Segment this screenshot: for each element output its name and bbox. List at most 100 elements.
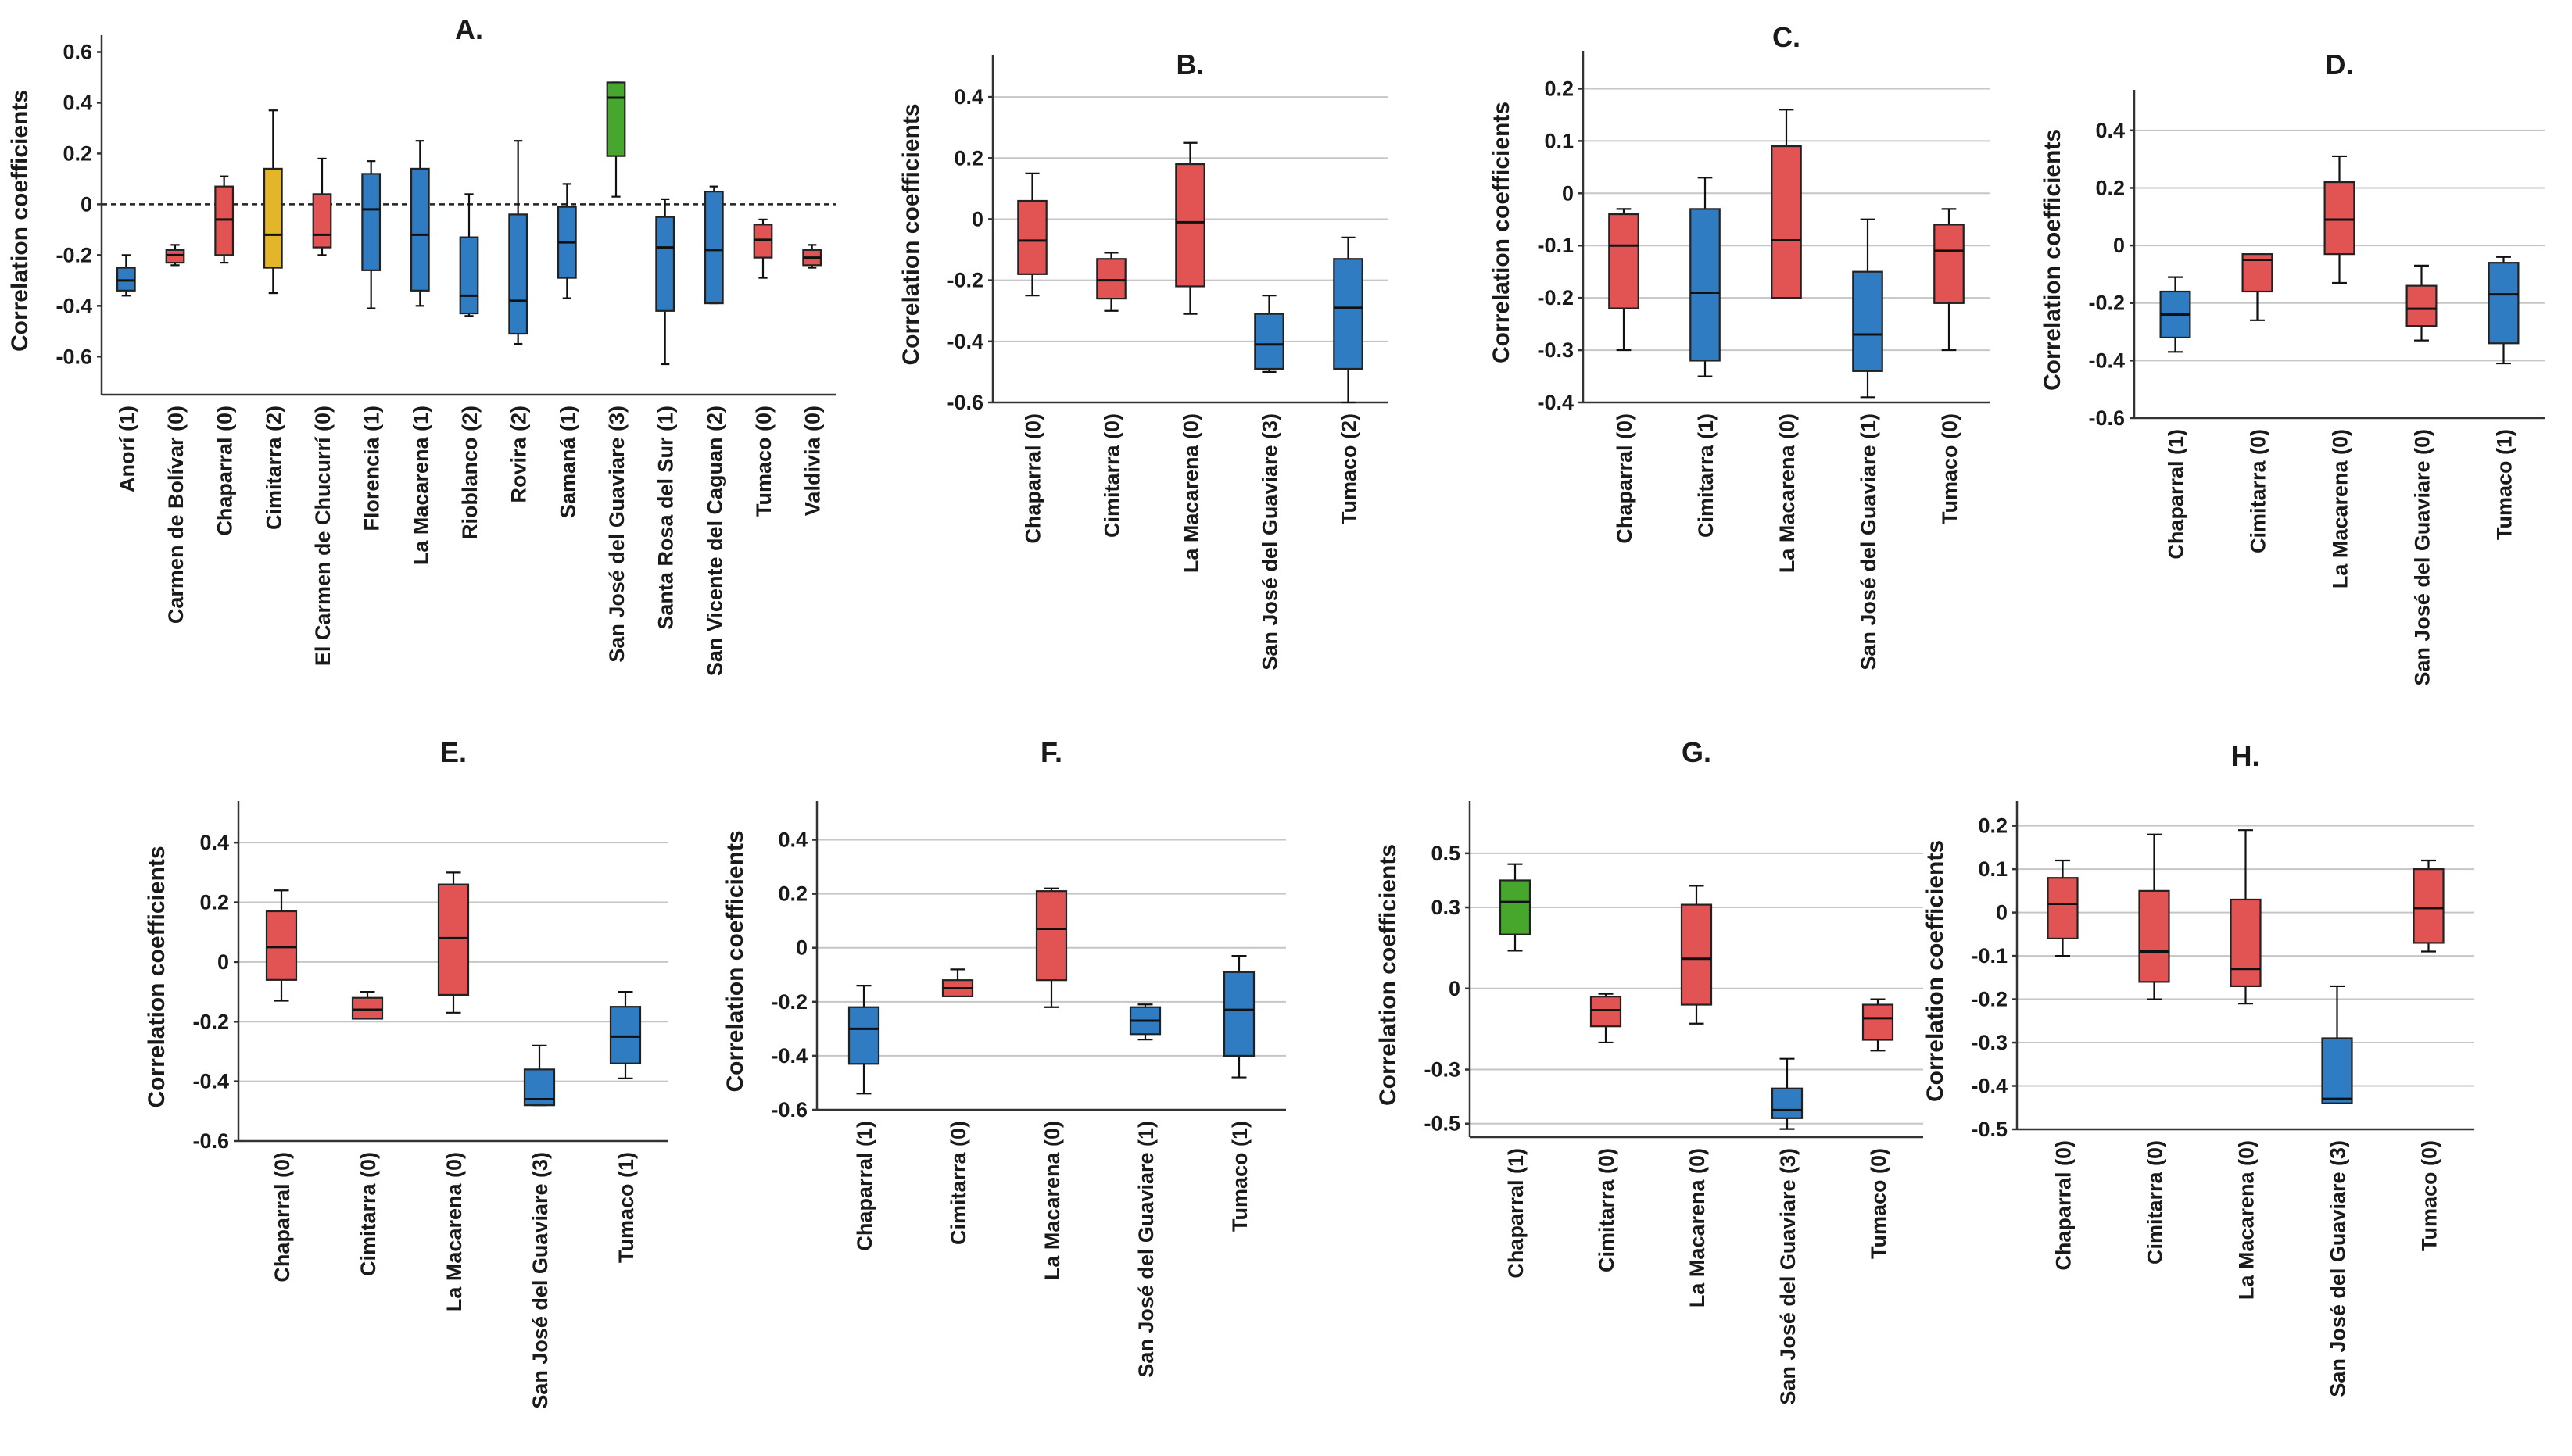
y-tick-label: -0.4 bbox=[947, 330, 983, 353]
iqr-box bbox=[1771, 145, 1802, 299]
y-tick-label: -0.2 bbox=[2088, 292, 2125, 315]
x-tick-label: La Macarena (0) bbox=[2235, 1140, 2259, 1300]
box-4 bbox=[1129, 1003, 1162, 1041]
box-7 bbox=[410, 140, 430, 307]
x-tick-label: San José del Guaviare (1) bbox=[1134, 1121, 1158, 1378]
box-2 bbox=[351, 990, 384, 1020]
x-tick-label: Cimitarra (0) bbox=[2247, 429, 2270, 553]
x-tick-label: Tumaco (1) bbox=[1228, 1121, 1252, 1232]
y-tick-label: -0.1 bbox=[1971, 944, 2008, 968]
panel-h: H. Correlation coefficients 0.2 0.1 0 -0.1 -0.… bbox=[1922, 740, 2474, 1397]
box-10 bbox=[557, 183, 577, 299]
y-tick-label: -0.4 bbox=[771, 1044, 808, 1068]
y-tick-label: -0.6 bbox=[192, 1129, 229, 1153]
box-6 bbox=[361, 160, 382, 309]
y-tick-label: 0 bbox=[796, 936, 808, 960]
x-tick-label: Santa Rosa del Sur (1) bbox=[654, 406, 678, 630]
x-tick-label: Tumaco (1) bbox=[2493, 429, 2516, 540]
y-tick-label: 0.4 bbox=[778, 828, 808, 852]
x-tick-label: Chaparral (1) bbox=[1504, 1148, 1528, 1279]
x-tick-label: Samaná (1) bbox=[556, 406, 579, 518]
box-2 bbox=[2241, 253, 2273, 321]
iqr-box bbox=[1333, 258, 1363, 370]
box-4 bbox=[1254, 295, 1284, 374]
x-tick-label: San José del Guaviare (3) bbox=[1776, 1148, 1800, 1405]
box-5 bbox=[1333, 236, 1363, 404]
box-4 bbox=[1852, 218, 1883, 399]
box-1 bbox=[2047, 859, 2079, 957]
x-tick-label: Tumaco (0) bbox=[752, 406, 776, 517]
box-3 bbox=[1771, 109, 1802, 299]
iqr-box bbox=[508, 213, 528, 335]
box-4 bbox=[1771, 1057, 1804, 1130]
x-tick-label: Valdivia (0) bbox=[801, 406, 825, 516]
box-1 bbox=[265, 889, 298, 1002]
y-tick-label: 0 bbox=[1449, 977, 1460, 1000]
iqr-box bbox=[1499, 879, 1531, 935]
y-tick-label: 0 bbox=[1996, 901, 2008, 925]
box-14 bbox=[753, 218, 773, 279]
panel-title: C. bbox=[1772, 21, 1800, 53]
y-tick-label: -0.2 bbox=[771, 990, 808, 1014]
y-tick-label: 0.4 bbox=[63, 91, 92, 114]
x-tick-label: San José del Guaviare (0) bbox=[2411, 429, 2434, 686]
x-tick-label: Cimitarra (0) bbox=[356, 1152, 380, 1276]
iqr-box bbox=[606, 81, 626, 157]
x-tick-label: Chaparral (0) bbox=[270, 1152, 294, 1282]
iqr-box bbox=[1589, 996, 1622, 1028]
x-tick-label: San José del Guaviare (3) bbox=[1259, 413, 1282, 671]
y-axis-label: Correlation coefficients bbox=[722, 830, 748, 1092]
box-2 bbox=[1096, 252, 1127, 312]
x-tick-label: Tumaco (2) bbox=[1338, 413, 1361, 524]
x-tick-label: Cimitarra (2) bbox=[262, 406, 285, 530]
iqr-box bbox=[2047, 877, 2079, 939]
iqr-box bbox=[1680, 903, 1713, 1006]
iqr-box bbox=[609, 1006, 642, 1064]
y-tick-label: 0 bbox=[1562, 181, 1574, 205]
y-tick-label: 0 bbox=[2113, 234, 2125, 257]
iqr-box bbox=[2230, 898, 2262, 988]
iqr-box bbox=[265, 910, 298, 981]
x-tick-label: La Macarena (0) bbox=[442, 1152, 466, 1311]
x-tick-label: Chaparral (0) bbox=[1022, 413, 1045, 544]
iqr-box bbox=[2488, 262, 2520, 345]
iqr-box bbox=[1175, 163, 1205, 288]
y-tick-label: 0 bbox=[972, 207, 983, 231]
panel-c: C. Correlation coefficients 0.2 0.1 0 -0.1 -0.… bbox=[1488, 21, 1990, 671]
box-3 bbox=[214, 175, 235, 264]
y-tick-label: 0.4 bbox=[2095, 119, 2125, 142]
box-3 bbox=[1035, 887, 1068, 1008]
panel-title: F. bbox=[1041, 736, 1062, 768]
x-tick-label: San José del Guaviare (3) bbox=[528, 1152, 552, 1409]
box-1 bbox=[1017, 172, 1048, 297]
y-tick-label: 0.6 bbox=[63, 40, 92, 63]
iqr-box bbox=[2138, 889, 2170, 983]
box-5 bbox=[1933, 208, 1965, 352]
y-tick-label: 0.2 bbox=[63, 141, 92, 165]
x-tick-label: La Macarena (0) bbox=[1041, 1121, 1064, 1280]
y-axis-label: Correlation coefficients bbox=[1922, 840, 1948, 1102]
x-tick-label: Tumaco (1) bbox=[614, 1152, 638, 1263]
y-tick-label: 0.2 bbox=[199, 891, 229, 914]
x-tick-label: La Macarena (0) bbox=[1775, 413, 1799, 573]
x-tick-label: El Carmen de Chucurrí (0) bbox=[311, 406, 335, 666]
box-1 bbox=[116, 254, 136, 297]
box-3 bbox=[2323, 155, 2355, 284]
iqr-box bbox=[214, 185, 235, 256]
y-tick-label: 0.1 bbox=[1544, 129, 1574, 152]
y-tick-label: -0.3 bbox=[1537, 338, 1574, 362]
iqr-box bbox=[2321, 1037, 2353, 1104]
box-4 bbox=[263, 109, 283, 295]
box-2 bbox=[165, 244, 185, 267]
box-2 bbox=[2138, 833, 2170, 1000]
y-tick-label: 0 bbox=[217, 950, 229, 974]
panel-title: H. bbox=[2232, 740, 2260, 772]
x-tick-label: Florencia (1) bbox=[360, 406, 384, 531]
box-3 bbox=[2230, 829, 2262, 1005]
box-4 bbox=[2405, 264, 2438, 342]
panel-e: E. Correlation coefficients 0.4 0.2 0 -0.2 -0.… bbox=[144, 736, 668, 1409]
y-tick-label: -0.2 bbox=[56, 243, 92, 267]
y-tick-label: -0.5 bbox=[1424, 1112, 1460, 1136]
box-3 bbox=[1175, 141, 1205, 315]
